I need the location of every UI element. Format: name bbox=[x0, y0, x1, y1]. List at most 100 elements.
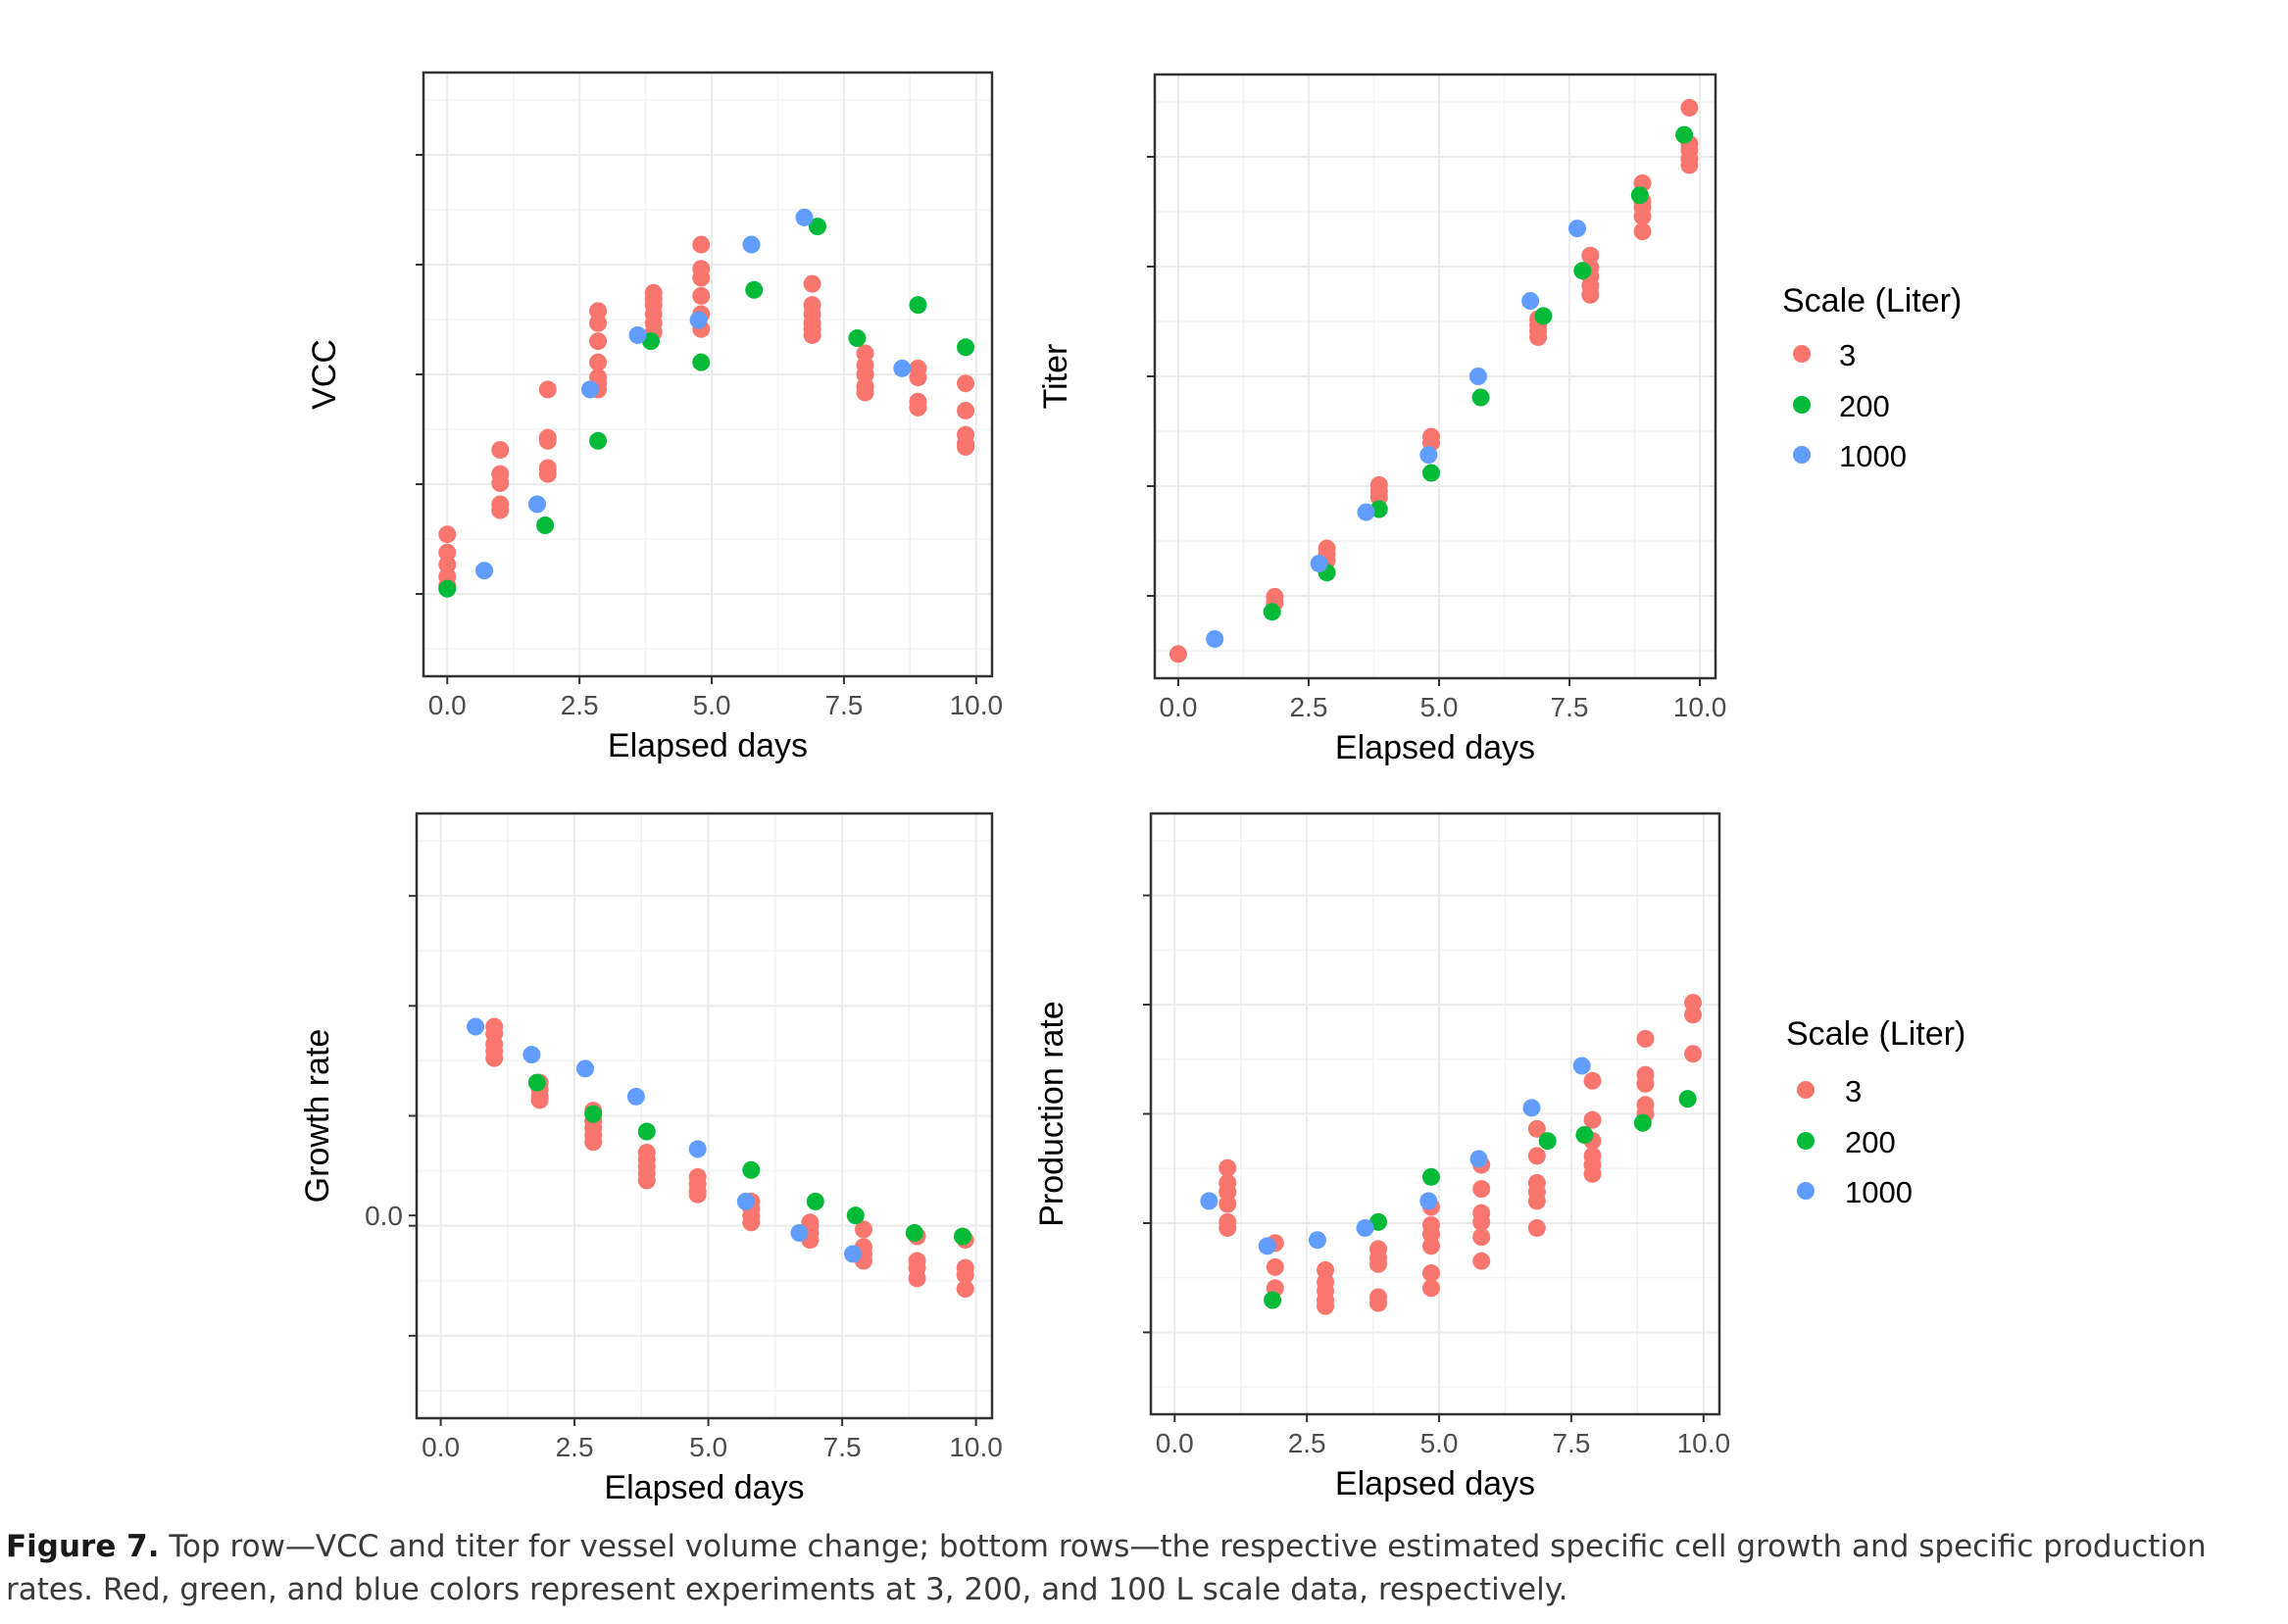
legend-swatch-1000 bbox=[1793, 446, 1811, 464]
data-point-200 bbox=[808, 218, 826, 236]
y-axis-title: Production rate bbox=[1033, 1001, 1070, 1227]
data-point-3 bbox=[1684, 1045, 1703, 1063]
figure-caption: Figure 7. Top row—VCC and titer for vess… bbox=[6, 1525, 2280, 1611]
data-point-1000 bbox=[1356, 1218, 1374, 1237]
data-point-3 bbox=[742, 1213, 761, 1232]
data-point-3 bbox=[1633, 207, 1652, 225]
data-point-200 bbox=[1573, 262, 1592, 280]
data-point-200 bbox=[905, 1223, 923, 1242]
data-point-200 bbox=[1675, 125, 1694, 144]
panel-border bbox=[415, 812, 994, 1420]
caption-label: Figure 7. bbox=[6, 1529, 160, 1564]
data-point-1000 bbox=[1310, 554, 1328, 572]
x-tick-label: 7.5 bbox=[1552, 1428, 1590, 1458]
data-point-1000 bbox=[1419, 446, 1438, 465]
data-point-3 bbox=[1583, 1110, 1602, 1129]
panel-border bbox=[1153, 73, 1717, 680]
data-point-200 bbox=[438, 579, 457, 598]
data-point-3 bbox=[854, 1220, 872, 1239]
data-point-3 bbox=[909, 369, 927, 387]
data-point-3 bbox=[1219, 1158, 1237, 1177]
legend-swatch-200 bbox=[1793, 396, 1811, 414]
data-point-3 bbox=[1581, 285, 1600, 304]
data-point-200 bbox=[742, 1160, 761, 1179]
data-point-200 bbox=[637, 1122, 656, 1141]
data-point-1000 bbox=[580, 380, 599, 399]
data-point-1000 bbox=[1200, 1192, 1219, 1210]
data-point-1000 bbox=[795, 208, 814, 226]
x-tick-label: 0.0 bbox=[1159, 692, 1197, 722]
x-tick-label: 10.0 bbox=[949, 1432, 1003, 1462]
data-point-3 bbox=[856, 383, 874, 402]
x-axis-title: Elapsed days bbox=[604, 1469, 804, 1506]
legend-swatch-3 bbox=[1793, 345, 1811, 363]
x-tick-label: 2.5 bbox=[1288, 1428, 1326, 1458]
data-point-3 bbox=[438, 543, 457, 562]
legend-title: Scale (Liter) bbox=[1782, 282, 1962, 320]
legend-swatch-1000 bbox=[1797, 1182, 1815, 1200]
data-point-3 bbox=[589, 314, 608, 332]
legend-label-3: 3 bbox=[1839, 338, 1856, 372]
data-point-200 bbox=[1471, 388, 1490, 407]
data-point-3 bbox=[1421, 1279, 1440, 1298]
data-point-200 bbox=[806, 1192, 824, 1210]
data-point-3 bbox=[491, 441, 510, 459]
data-point-1000 bbox=[1469, 1150, 1488, 1168]
data-point-3 bbox=[589, 353, 608, 371]
data-point-1000 bbox=[1468, 368, 1487, 385]
data-point-1000 bbox=[1258, 1237, 1276, 1255]
data-point-1000 bbox=[628, 325, 647, 344]
data-point-200 bbox=[1630, 186, 1649, 205]
data-point-3 bbox=[908, 1269, 926, 1288]
legend-label-1000: 1000 bbox=[1845, 1175, 1913, 1209]
vcc-panel: 0.0 2.5 5.0 7.5 10.0 Elapsed days VCC bbox=[306, 71, 1003, 764]
y-tick-label: 0.0 bbox=[365, 1201, 403, 1231]
data-point-200 bbox=[642, 332, 660, 351]
titer-panel: 0.0 2.5 5.0 7.5 10.0 Elapsed days Titer bbox=[1037, 73, 1726, 766]
data-point-3 bbox=[438, 556, 457, 574]
data-point-200 bbox=[692, 353, 711, 371]
data-point-200 bbox=[1633, 1113, 1652, 1132]
data-point-3 bbox=[692, 269, 711, 287]
data-point-1000 bbox=[626, 1087, 645, 1106]
data-point-3 bbox=[589, 332, 608, 351]
data-point-3 bbox=[1472, 1180, 1491, 1199]
data-point-3 bbox=[1633, 222, 1652, 241]
x-tick-label: 0.0 bbox=[428, 690, 467, 720]
data-point-3 bbox=[803, 274, 821, 293]
data-point-3 bbox=[1421, 1237, 1440, 1255]
data-point-200 bbox=[584, 1105, 603, 1123]
figure-canvas: 0.0 2.5 5.0 7.5 10.0 Elapsed days VCC 0.0 2.5 5.… bbox=[299, 71, 1965, 1506]
data-point-3 bbox=[491, 473, 510, 492]
x-tick-label: 2.5 bbox=[561, 690, 599, 720]
data-point-3 bbox=[856, 344, 874, 363]
data-point-3 bbox=[803, 325, 821, 344]
data-point-3 bbox=[1369, 488, 1388, 507]
data-point-200 bbox=[1264, 1291, 1282, 1309]
data-point-3 bbox=[491, 501, 510, 519]
data-point-3 bbox=[956, 1280, 974, 1299]
legend-top: Scale (Liter) 3 200 1000 bbox=[1782, 282, 1962, 473]
y-axis-title: Growth rate bbox=[299, 1029, 336, 1204]
data-point-3 bbox=[589, 302, 608, 320]
data-point-3 bbox=[1527, 1119, 1546, 1138]
data-point-3 bbox=[1680, 156, 1699, 174]
data-point-1000 bbox=[790, 1223, 809, 1242]
y-axis-title: VCC bbox=[306, 339, 343, 410]
data-point-1000 bbox=[844, 1245, 863, 1263]
data-point-3 bbox=[1472, 1252, 1491, 1270]
data-point-3 bbox=[1266, 1257, 1284, 1276]
data-point-200 bbox=[1575, 1125, 1594, 1144]
data-point-3 bbox=[1527, 1192, 1546, 1210]
data-point-3 bbox=[1684, 1006, 1703, 1024]
data-point-3 bbox=[1636, 1074, 1655, 1093]
data-point-3 bbox=[1527, 1147, 1546, 1165]
data-point-1000 bbox=[688, 1140, 707, 1158]
x-axis-title: Elapsed days bbox=[1335, 1465, 1535, 1502]
data-point-200 bbox=[536, 517, 555, 534]
x-tick-label: 5.0 bbox=[1420, 692, 1459, 722]
data-point-1000 bbox=[475, 562, 494, 580]
legend-title: Scale (Liter) bbox=[1786, 1015, 1965, 1053]
x-tick-label: 2.5 bbox=[1289, 692, 1327, 722]
data-point-3 bbox=[538, 465, 557, 483]
